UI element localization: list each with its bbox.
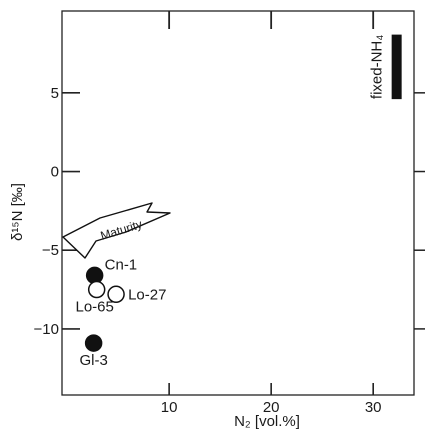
y-axis-label: δ¹⁵N [‰] <box>9 183 26 241</box>
x-axis-label: N₂ [vol.%] <box>234 413 300 430</box>
maturity-arrow <box>62 202 171 259</box>
point-lo-65 <box>87 280 106 299</box>
x-tick-label: 30 <box>365 399 382 416</box>
point-label-lo-27: Lo-27 <box>128 286 166 303</box>
point-gl-3 <box>84 334 103 352</box>
x-tick-label: 10 <box>161 399 178 416</box>
y-tick-label: 0 <box>51 164 59 181</box>
fixed-nh4-bar <box>391 34 402 100</box>
data-points: Cn-1 Gl-3 Lo-65 Lo-27 <box>76 256 167 369</box>
y-tick-label: 5 <box>51 85 59 102</box>
tick-labels: 10 20 30 5 0 −5 −10 <box>34 85 382 416</box>
point-label-lo-65: Lo-65 <box>76 299 114 316</box>
point-label-gl-3: Gl-3 <box>79 352 107 369</box>
axis-ticks <box>62 11 425 395</box>
y-tick-label: −10 <box>34 321 59 338</box>
fixed-nh4-label: fixed-NH₄ <box>369 35 386 99</box>
plot-area <box>61 10 415 396</box>
point-label-cn-1: Cn-1 <box>105 256 138 273</box>
point-lo-27 <box>107 285 125 304</box>
x-tick-label: 20 <box>263 399 280 416</box>
y-tick-label: −5 <box>42 242 59 259</box>
point-cn-1 <box>85 266 104 285</box>
